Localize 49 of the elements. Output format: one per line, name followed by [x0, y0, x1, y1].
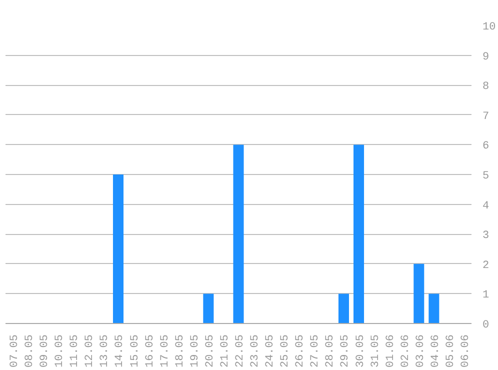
x-tick-label: 20.05 — [204, 334, 216, 368]
x-tick-label: 08.05 — [24, 334, 36, 368]
x-tick-label: 03.06 — [414, 334, 427, 368]
x-tick-label: 10.05 — [54, 334, 66, 368]
x-tick-label: 02.06 — [400, 334, 412, 368]
y-tick-label: 8 — [482, 81, 490, 94]
x-tick-label: 17.05 — [159, 334, 172, 368]
y-tick-label: 2 — [482, 260, 490, 272]
x-tick-label: 05.06 — [444, 334, 457, 368]
x-tick-label: 07.05 — [9, 334, 22, 368]
bar — [233, 144, 244, 324]
y-tick-label: 5 — [482, 170, 490, 182]
y-tick-label: 7 — [482, 110, 490, 123]
y-tick-label: 0 — [482, 320, 490, 332]
x-tick-label: 16.05 — [144, 334, 156, 368]
x-tick-label: 31.05 — [370, 334, 382, 368]
bar — [203, 294, 214, 324]
x-tick-label: 24.05 — [264, 334, 277, 368]
bar — [428, 294, 440, 324]
x-tick-label: 15.05 — [129, 334, 142, 368]
x-tick-label: 27.05 — [310, 334, 322, 368]
y-tick-label: 9 — [482, 51, 490, 64]
x-tick-label: 23.05 — [250, 334, 262, 368]
x-tick-label: 09.05 — [39, 334, 52, 368]
x-tick-label: 12.05 — [84, 334, 96, 368]
x-tick-label: 25.05 — [280, 334, 292, 368]
x-tick-label: 06.06 — [460, 334, 472, 368]
x-tick-label: 28.05 — [324, 334, 337, 368]
x-tick-label: 19.05 — [189, 334, 202, 368]
bar — [338, 294, 349, 324]
y-tick-label: 1 — [482, 290, 490, 302]
x-tick-label: 21.05 — [219, 334, 232, 368]
bar — [353, 144, 364, 324]
x-tick-label: 13.05 — [99, 334, 112, 368]
x-tick-label: 22.05 — [234, 334, 246, 368]
x-tick-label: 26.05 — [294, 334, 307, 368]
x-tick-label: 29.05 — [340, 334, 352, 368]
x-tick-label: 01.06 — [384, 334, 397, 368]
x-tick-label: 30.05 — [354, 334, 367, 368]
y-tick-label: 4 — [482, 200, 490, 212]
x-tick-label: 14.05 — [114, 334, 126, 368]
x-tick-label: 18.05 — [174, 334, 186, 368]
y-tick-label: 6 — [482, 140, 490, 153]
bar — [414, 264, 424, 324]
y-tick-label: 10 — [482, 22, 496, 34]
bar — [112, 174, 124, 324]
x-tick-label: 11.05 — [69, 334, 82, 368]
x-tick-label: 04.06 — [430, 334, 442, 368]
y-tick-label: 3 — [482, 230, 490, 242]
